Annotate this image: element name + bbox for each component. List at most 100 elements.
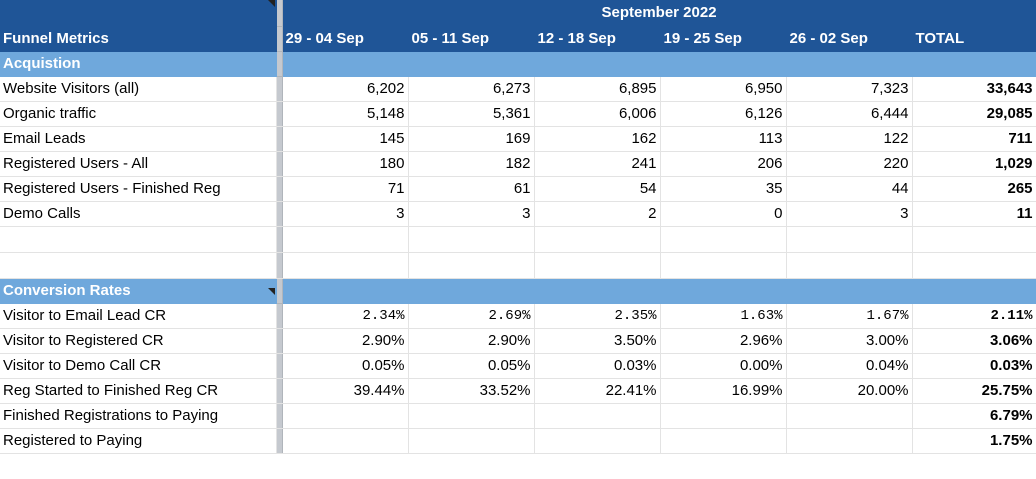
total-cell[interactable]: 6.79% — [912, 403, 1036, 429]
value-cell[interactable]: 61 — [408, 176, 535, 202]
empty-cell[interactable] — [408, 252, 535, 279]
section-cell[interactable] — [282, 51, 409, 77]
value-cell[interactable]: 6,202 — [282, 76, 409, 102]
month-header[interactable]: September 2022 — [282, 0, 1036, 27]
value-cell[interactable]: 2.96% — [660, 328, 787, 354]
value-cell[interactable]: 33.52% — [408, 378, 535, 404]
value-cell[interactable] — [282, 403, 409, 429]
value-cell[interactable]: 0 — [660, 201, 787, 227]
empty-cell[interactable] — [912, 252, 1036, 279]
value-cell[interactable] — [660, 428, 787, 454]
value-cell[interactable]: 206 — [660, 151, 787, 177]
week-header[interactable]: 26 - 02 Sep — [786, 26, 913, 52]
value-cell[interactable]: 241 — [534, 151, 661, 177]
value-cell[interactable]: 0.04% — [786, 353, 913, 379]
value-cell[interactable]: 6,273 — [408, 76, 535, 102]
row-label[interactable]: Organic traffic — [0, 101, 277, 127]
value-cell[interactable]: 54 — [534, 176, 661, 202]
value-cell[interactable]: 2 — [534, 201, 661, 227]
value-cell[interactable]: 113 — [660, 126, 787, 152]
value-cell[interactable]: 3.50% — [534, 328, 661, 354]
value-cell[interactable]: 2.90% — [282, 328, 409, 354]
total-cell[interactable]: 1,029 — [912, 151, 1036, 177]
total-cell[interactable]: 3.06% — [912, 328, 1036, 354]
section-cell[interactable] — [282, 278, 409, 304]
section-cell[interactable] — [408, 278, 535, 304]
section-cell[interactable] — [660, 51, 787, 77]
total-cell[interactable]: 1.75% — [912, 428, 1036, 454]
value-cell[interactable]: 1.63% — [660, 303, 787, 329]
value-cell[interactable]: 2.34% — [282, 303, 409, 329]
empty-cell[interactable] — [282, 252, 409, 279]
value-cell[interactable] — [786, 403, 913, 429]
value-cell[interactable] — [660, 403, 787, 429]
week-header[interactable]: 19 - 25 Sep — [660, 26, 787, 52]
value-cell[interactable]: 2.69% — [408, 303, 535, 329]
header-blank-cell[interactable] — [0, 0, 277, 27]
section-cell[interactable] — [660, 278, 787, 304]
total-cell[interactable]: 29,085 — [912, 101, 1036, 127]
total-cell[interactable]: 11 — [912, 201, 1036, 227]
section-cell[interactable] — [912, 51, 1036, 77]
section-cell[interactable] — [534, 51, 661, 77]
section-cell[interactable] — [534, 278, 661, 304]
value-cell[interactable]: 0.00% — [660, 353, 787, 379]
value-cell[interactable] — [786, 428, 913, 454]
value-cell[interactable]: 6,006 — [534, 101, 661, 127]
value-cell[interactable] — [408, 403, 535, 429]
note-indicator-icon[interactable] — [268, 288, 275, 295]
value-cell[interactable]: 169 — [408, 126, 535, 152]
value-cell[interactable]: 6,444 — [786, 101, 913, 127]
value-cell[interactable]: 20.00% — [786, 378, 913, 404]
row-label[interactable]: Finished Registrations to Paying — [0, 403, 277, 429]
value-cell[interactable]: 6,895 — [534, 76, 661, 102]
value-cell[interactable]: 0.03% — [534, 353, 661, 379]
value-cell[interactable]: 2.35% — [534, 303, 661, 329]
total-header[interactable]: TOTAL — [912, 26, 1036, 52]
value-cell[interactable]: 44 — [786, 176, 913, 202]
section-cell[interactable] — [786, 51, 913, 77]
empty-cell[interactable] — [786, 226, 913, 253]
section-cell[interactable] — [912, 278, 1036, 304]
value-cell[interactable]: 3 — [786, 201, 913, 227]
value-cell[interactable]: 3 — [282, 201, 409, 227]
value-cell[interactable]: 162 — [534, 126, 661, 152]
value-cell[interactable]: 6,950 — [660, 76, 787, 102]
funnel-metrics-title[interactable]: Funnel Metrics — [0, 26, 277, 52]
value-cell[interactable]: 39.44% — [282, 378, 409, 404]
empty-cell[interactable] — [912, 226, 1036, 253]
section-title[interactable]: Acquistion — [0, 51, 277, 77]
empty-cell[interactable] — [660, 252, 787, 279]
total-cell[interactable]: 0.03% — [912, 353, 1036, 379]
empty-cell[interactable] — [0, 226, 277, 253]
week-header[interactable]: 12 - 18 Sep — [534, 26, 661, 52]
value-cell[interactable]: 7,323 — [786, 76, 913, 102]
section-cell[interactable] — [408, 51, 535, 77]
section-cell[interactable] — [786, 278, 913, 304]
value-cell[interactable]: 16.99% — [660, 378, 787, 404]
total-cell[interactable]: 33,643 — [912, 76, 1036, 102]
row-label[interactable]: Email Leads — [0, 126, 277, 152]
empty-cell[interactable] — [408, 226, 535, 253]
empty-cell[interactable] — [786, 252, 913, 279]
week-header[interactable]: 29 - 04 Sep — [282, 26, 409, 52]
row-label[interactable]: Website Visitors (all) — [0, 76, 277, 102]
value-cell[interactable]: 5,148 — [282, 101, 409, 127]
row-label[interactable]: Demo Calls — [0, 201, 277, 227]
row-label[interactable]: Registered Users - Finished Reg — [0, 176, 277, 202]
value-cell[interactable]: 220 — [786, 151, 913, 177]
value-cell[interactable]: 2.90% — [408, 328, 535, 354]
value-cell[interactable]: 3 — [408, 201, 535, 227]
total-cell[interactable]: 2.11% — [912, 303, 1036, 329]
value-cell[interactable] — [408, 428, 535, 454]
section-title[interactable]: Conversion Rates — [0, 278, 277, 304]
value-cell[interactable]: 1.67% — [786, 303, 913, 329]
empty-cell[interactable] — [282, 226, 409, 253]
row-label[interactable]: Visitor to Email Lead CR — [0, 303, 277, 329]
value-cell[interactable] — [282, 428, 409, 454]
value-cell[interactable]: 180 — [282, 151, 409, 177]
row-label[interactable]: Registered Users - All — [0, 151, 277, 177]
row-label[interactable]: Registered to Paying — [0, 428, 277, 454]
week-header[interactable]: 05 - 11 Sep — [408, 26, 535, 52]
total-cell[interactable]: 265 — [912, 176, 1036, 202]
